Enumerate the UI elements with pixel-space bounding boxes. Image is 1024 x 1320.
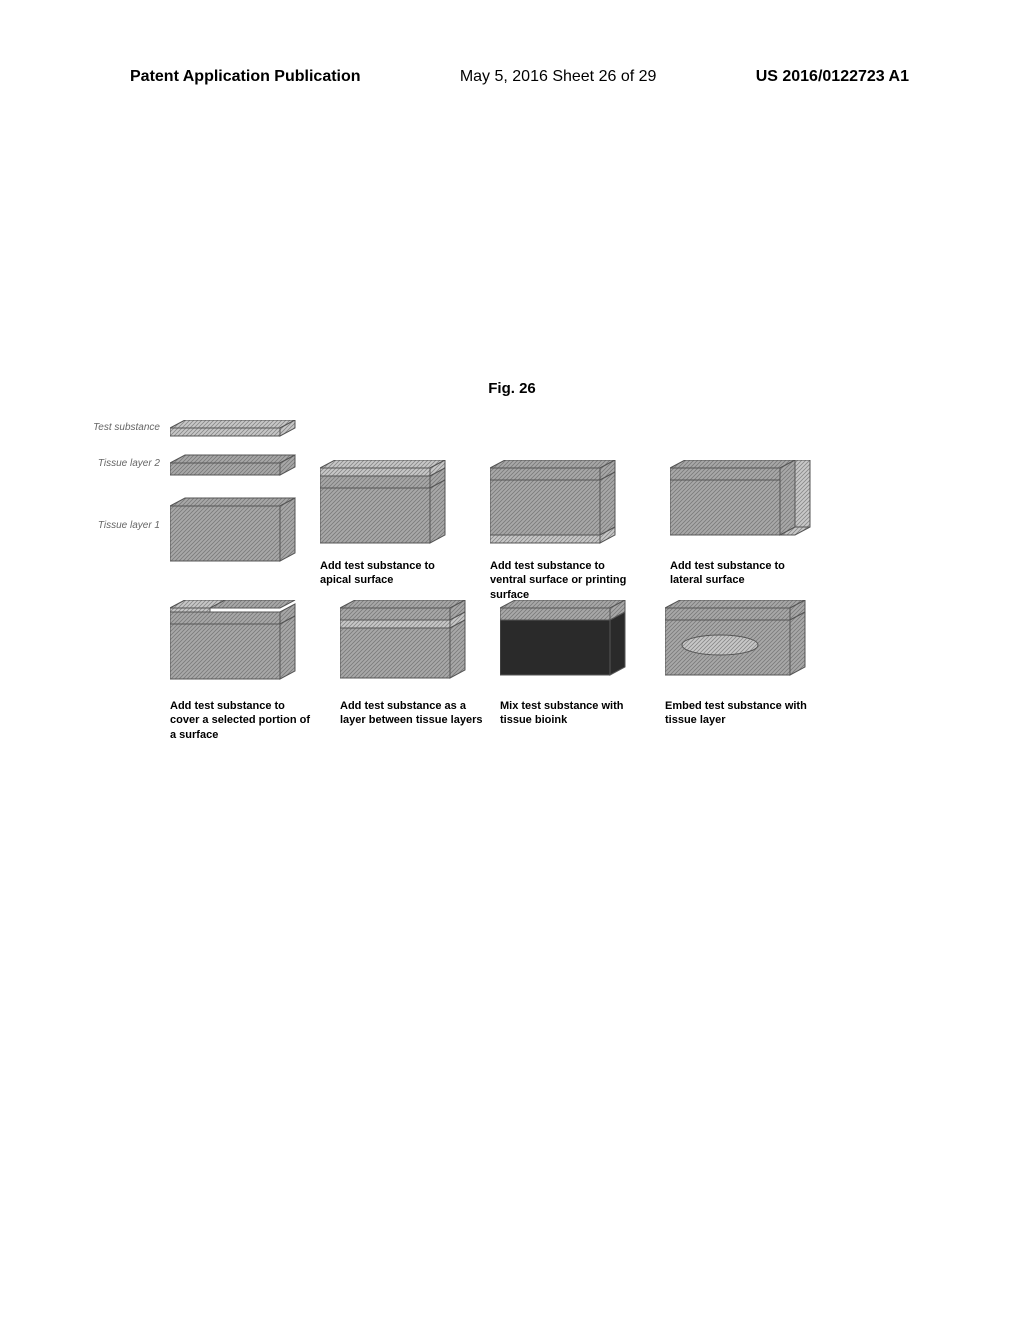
page-header: Patent Application Publication May 5, 20… (0, 68, 1024, 86)
caption-embed: Embed test substance with tissue layer (665, 699, 810, 728)
header-publication: Patent Application Publication (130, 68, 361, 86)
legend-tissue-layer-2: Tissue layer 2 (70, 458, 160, 469)
caption-between: Add test substance as a layer between ti… (340, 699, 485, 728)
cube-apical: Add test substance to apical surface (320, 460, 470, 588)
legend-tissue-layer-1: Tissue layer 1 (70, 520, 160, 531)
caption-lateral: Add test substance to lateral surface (670, 559, 815, 588)
header-sheet: May 5, 2016 Sheet 26 of 29 (460, 68, 657, 86)
legend-test-substance: Test substance (70, 422, 160, 433)
cube-embed: Embed test substance with tissue layer (665, 600, 825, 728)
figure-title: Fig. 26 (488, 380, 536, 397)
caption-apical: Add test substance to apical surface (320, 559, 465, 588)
cube-mix: Mix test substance with tissue bioink (500, 600, 650, 728)
cube-between: Add test substance as a layer between ti… (340, 600, 490, 728)
caption-ventral: Add test substance to ventral surface or… (490, 559, 635, 602)
caption-portion: Add test substance to cover a selected p… (170, 699, 315, 742)
header-patent-number: US 2016/0122723 A1 (756, 68, 909, 86)
caption-mix: Mix test substance with tissue bioink (500, 699, 645, 728)
cube-portion: Add test substance to cover a selected p… (170, 600, 320, 742)
cube-ventral: Add test substance to ventral surface or… (490, 460, 640, 602)
legend-cubes (170, 420, 320, 580)
cube-lateral: Add test substance to lateral surface (670, 460, 830, 588)
